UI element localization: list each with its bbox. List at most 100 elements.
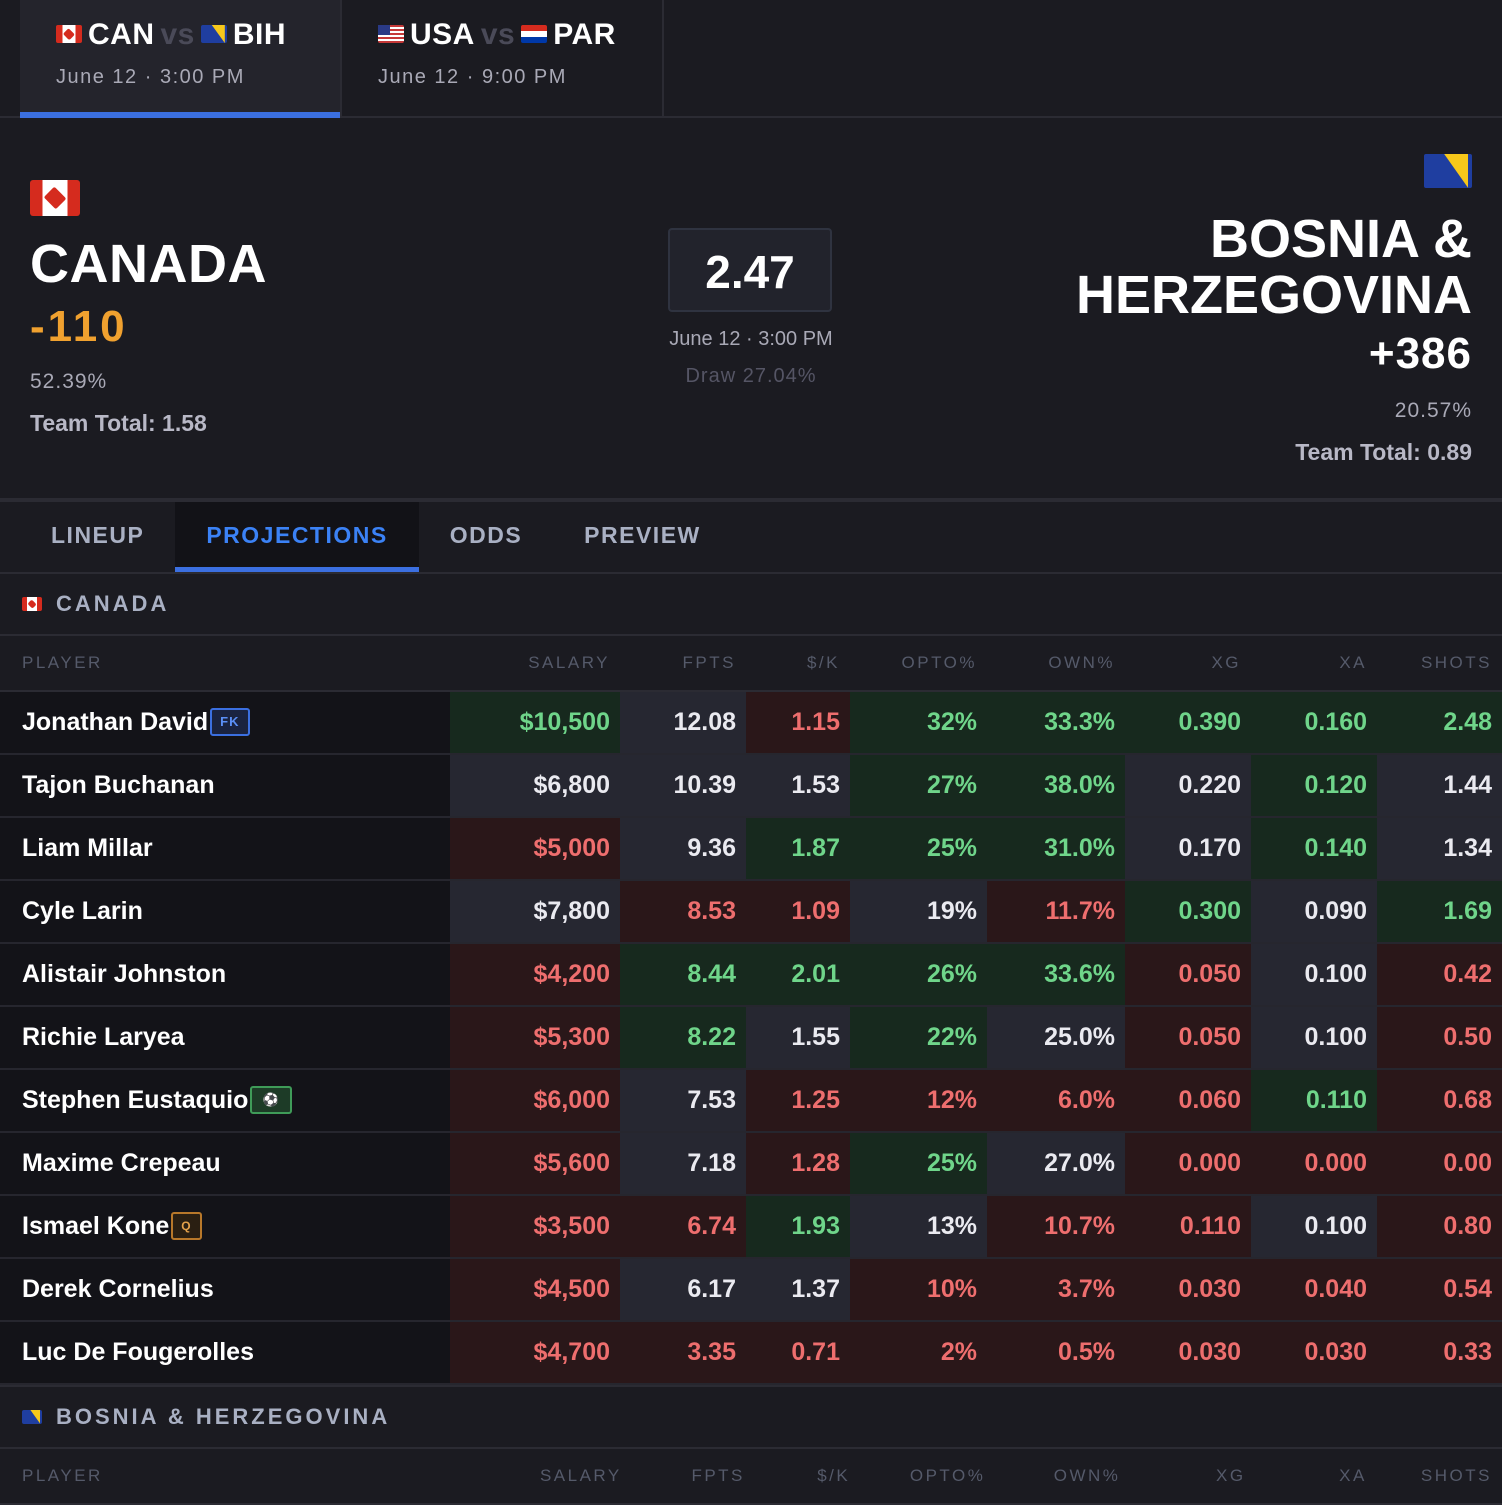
cell-opto: 12%: [850, 1070, 987, 1131]
cell-own: 38.0%: [987, 755, 1125, 816]
scoreboard: CANADA -110 52.39% Team Total: 1.58 2.47…: [0, 118, 1502, 502]
cell-own: 11.7%: [987, 881, 1125, 942]
table-row[interactable]: Maxime Crepeau $5,600 7.18 1.28 25% 27.0% 0.00…: [0, 1133, 1502, 1196]
cell-shots: 0.54: [1377, 1259, 1502, 1320]
cell-own: 31.0%: [987, 818, 1125, 879]
cell-fpts: 12.08: [620, 692, 746, 753]
player-name[interactable]: Ismael Kone: [22, 1212, 170, 1240]
match-tab-usa-par[interactable]: USA vs PAR June 12 · 9:00 PM: [342, 0, 664, 116]
col-player[interactable]: PLAYER: [22, 653, 103, 672]
col-player[interactable]: PLAYER: [22, 1466, 103, 1485]
cell-fpts: 6.17: [620, 1259, 746, 1320]
table-row[interactable]: Ismael Kone Q $3,500 6.74 1.93 13% 10.7% 0.110 0…: [0, 1196, 1502, 1259]
draw-probability: Draw 27.04%: [685, 365, 817, 387]
cell-own: 3.7%: [987, 1259, 1125, 1320]
table-row[interactable]: Derek Cornelius $4,500 6.17 1.37 10% 3.7% 0.03…: [0, 1259, 1502, 1322]
col-salary[interactable]: SALARY: [528, 653, 610, 672]
col-fpts[interactable]: FPTS: [691, 1466, 745, 1485]
col-xa[interactable]: XA: [1339, 653, 1367, 672]
col-opto[interactable]: OPTO%: [909, 1466, 986, 1485]
player-cell: Liam Millar: [0, 818, 450, 879]
cell-xg: 0.030: [1125, 1322, 1251, 1383]
table-row[interactable]: Richie Laryea $5,300 8.22 1.55 22% 25.0% 0.050…: [0, 1007, 1502, 1070]
player-cell: Jonathan David FK: [0, 692, 450, 753]
cell-salary: $10,500: [450, 692, 620, 753]
cell-dollar-per-k: 1.25: [746, 1070, 850, 1131]
canada-flag-icon: [22, 597, 42, 611]
col-shots[interactable]: SHOTS: [1420, 1466, 1492, 1485]
col-dollar-per-k[interactable]: $/K: [806, 653, 840, 672]
col-salary[interactable]: SALARY: [539, 1466, 622, 1485]
cell-own: 25.0%: [987, 1007, 1125, 1068]
cell-xa: 0.120: [1251, 755, 1377, 816]
col-own[interactable]: OWN%: [1053, 1466, 1121, 1485]
col-own[interactable]: OWN%: [1048, 653, 1115, 672]
player-cell: Cyle Larin: [0, 881, 450, 942]
away-team-panel: BOSNIA & HERZEGOVINA +386 20.57% Team To…: [1076, 154, 1472, 466]
player-cell: Tajon Buchanan: [0, 755, 450, 816]
cell-fpts: 7.18: [620, 1133, 746, 1194]
cell-dollar-per-k: 1.28: [746, 1133, 850, 1194]
game-total-panel: 2.47 June 12 · 3:00 PM Draw 27.04%: [668, 228, 834, 388]
table-row[interactable]: Jonathan David FK $10,500 12.08 1.15 32% 33.3%…: [0, 692, 1502, 755]
cell-opto: 32%: [850, 692, 987, 753]
cell-salary: $5,300: [450, 1007, 620, 1068]
home-team-name: CANADA: [30, 234, 267, 294]
col-opto[interactable]: OPTO%: [901, 653, 977, 672]
cell-opto: 26%: [850, 944, 987, 1005]
player-name[interactable]: Maxime Crepeau: [22, 1149, 221, 1177]
cell-salary: $3,500: [450, 1196, 620, 1257]
table-row[interactable]: Alistair Johnston $4,200 8.44 2.01 26% 33.6% 0…: [0, 944, 1502, 1007]
table-row[interactable]: Tajon Buchanan $6,800 10.39 1.53 27% 38.0% 0.2…: [0, 755, 1502, 818]
cell-dollar-per-k: 1.15: [746, 692, 850, 753]
player-name[interactable]: Alistair Johnston: [22, 960, 227, 988]
table-row[interactable]: Luc De Fougerolles $4,700 3.35 0.71 2% 0.5% 0.…: [0, 1322, 1502, 1385]
col-shots[interactable]: SHOTS: [1420, 653, 1492, 672]
cell-xg: 0.220: [1125, 755, 1251, 816]
player-name[interactable]: Tajon Buchanan: [22, 771, 215, 799]
tab-odds[interactable]: ODDS: [449, 522, 523, 548]
cell-xg: 0.000: [1125, 1133, 1251, 1194]
vs-label: vs: [160, 18, 195, 51]
player-name[interactable]: Derek Cornelius: [22, 1275, 214, 1303]
cell-salary: $7,800: [450, 881, 620, 942]
cell-xg: 0.050: [1125, 1007, 1251, 1068]
col-dollar-per-k[interactable]: $/K: [817, 1466, 851, 1485]
cell-fpts: 6.74: [620, 1196, 746, 1257]
table-row[interactable]: Liam Millar $5,000 9.36 1.87 25% 31.0% 0.170 0.…: [0, 818, 1502, 881]
away-team-name-line2: HERZEGOVINA: [1075, 265, 1472, 325]
player-cell: Ismael Kone Q: [0, 1196, 450, 1257]
away-win-probability: 20.57%: [1394, 399, 1472, 422]
away-code: PAR: [553, 18, 616, 51]
player-name[interactable]: Richie Laryea: [22, 1023, 185, 1051]
match-tab-can-bih[interactable]: CAN vs BIH June 12 · 3:00 PM: [20, 0, 342, 118]
match-teams: CAN vs BIH: [56, 18, 286, 52]
col-xa[interactable]: XA: [1339, 1466, 1367, 1485]
cell-own: 33.3%: [987, 692, 1125, 753]
cell-fpts: 3.35: [620, 1322, 746, 1383]
cell-dollar-per-k: 1.87: [746, 818, 850, 879]
player-name[interactable]: Cyle Larin: [22, 897, 143, 925]
col-fpts[interactable]: FPTS: [682, 653, 736, 672]
player-name[interactable]: Stephen Eustaquio: [22, 1086, 249, 1114]
cell-xg: 0.300: [1125, 881, 1251, 942]
table-row[interactable]: Cyle Larin $7,800 8.53 1.09 19% 11.7% 0.300 0.0…: [0, 881, 1502, 944]
cell-opto: 2%: [850, 1322, 987, 1383]
table-row[interactable]: Stephen Eustaquio ⚽ $6,000 7.53 1.25 12% 6.0% 0…: [0, 1070, 1502, 1133]
away-team-total: Team Total: 0.89: [1295, 439, 1472, 465]
player-name[interactable]: Luc De Fougerolles: [22, 1338, 254, 1366]
player-name[interactable]: Liam Millar: [22, 834, 153, 862]
tab-lineup[interactable]: LINEUP: [51, 522, 145, 548]
match-time: June 12 · 3:00 PM: [56, 66, 245, 88]
soccer-ball-icon: ⚽: [250, 1086, 293, 1114]
home-moneyline: -110: [30, 302, 128, 351]
col-xg[interactable]: XG: [1216, 1466, 1246, 1485]
col-xg[interactable]: XG: [1211, 653, 1241, 672]
player-name[interactable]: Jonathan David: [22, 708, 209, 736]
cell-xa: 0.040: [1251, 1259, 1377, 1320]
home-win-probability: 52.39%: [30, 370, 108, 393]
cell-opto: 22%: [850, 1007, 987, 1068]
tab-preview[interactable]: PREVIEW: [584, 522, 701, 548]
cell-shots: 0.80: [1377, 1196, 1502, 1257]
tab-projections[interactable]: PROJECTIONS: [175, 502, 420, 572]
